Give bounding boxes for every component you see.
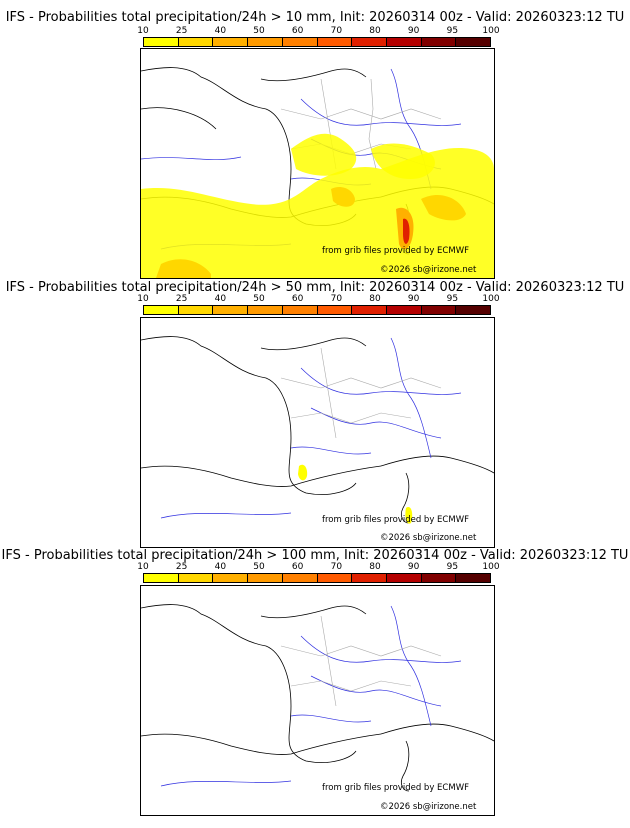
scale-label-80: 80 — [369, 562, 381, 572]
scale-label-60: 60 — [291, 26, 304, 36]
panel-3-title: IFS - Probabilities total precipitation/… — [1, 548, 629, 563]
scale-labels: 10 25 40 50 60 70 80 90 95 100 — [137, 562, 499, 572]
precipitation-probability-areas — [141, 133, 494, 278]
scale-label-70: 70 — [330, 562, 343, 572]
scale-swatch-0 — [144, 38, 179, 46]
scale-swatch-8 — [421, 38, 457, 46]
panel-2-title: IFS - Probabilities total precipitation/… — [5, 280, 625, 295]
scale-swatch-9 — [456, 306, 491, 314]
scale-swatch-3 — [248, 306, 283, 314]
scale-swatch-3 — [248, 38, 283, 46]
scale-label-50: 50 — [253, 294, 265, 304]
scale-swatch-8 — [421, 574, 457, 582]
panel-1-color-scale: 10 25 40 50 60 70 80 90 95 100 — [137, 26, 500, 47]
border-line — [141, 107, 217, 130]
scale-bar — [143, 573, 491, 583]
scale-label-25: 25 — [175, 294, 188, 304]
scale-label-10: 10 — [137, 294, 149, 304]
scale-label-40: 40 — [214, 294, 227, 304]
scale-swatch-1 — [178, 306, 214, 314]
scale-label-25: 25 — [175, 26, 188, 36]
scale-swatch-4 — [282, 306, 318, 314]
panel-3-map — [140, 585, 495, 816]
panel-2-credit-copyright: ©2026 sb@irizone.net — [380, 533, 477, 543]
scale-swatch-1 — [178, 38, 214, 46]
scale-swatch-7 — [386, 38, 422, 46]
scale-label-10: 10 — [137, 562, 149, 572]
scale-label-10: 10 — [137, 26, 149, 36]
scale-labels: 10 25 40 50 60 70 80 90 95 100 — [137, 26, 499, 36]
scale-swatch-4 — [282, 574, 318, 582]
scale-swatch-2 — [213, 574, 249, 582]
scale-swatch-8 — [421, 306, 457, 314]
scale-label-95: 95 — [446, 562, 459, 572]
scale-swatch-7 — [386, 574, 422, 582]
scale-label-40: 40 — [214, 562, 227, 572]
scale-swatch-1 — [178, 574, 214, 582]
panel-1-credit-source: from grib files provided by ECMWF — [322, 246, 469, 256]
scale-label-100: 100 — [482, 294, 500, 304]
panel-3-credit-source: from grib files provided by ECMWF — [322, 783, 469, 793]
scale-swatch-5 — [317, 574, 353, 582]
map-1-svg — [141, 67, 494, 278]
scale-swatch-2 — [213, 38, 249, 46]
scale-bar — [143, 305, 491, 315]
scale-labels: 10 25 40 50 60 70 80 90 95 100 — [137, 294, 499, 304]
scale-label-80: 80 — [369, 294, 381, 304]
panel-3-credit-copyright: ©2026 sb@irizone.net — [380, 802, 477, 812]
scale-swatch-0 — [144, 306, 179, 314]
scale-label-100: 100 — [482, 26, 500, 36]
scale-label-50: 50 — [253, 562, 265, 572]
scale-label-90: 90 — [407, 294, 420, 304]
panel-1-credit-copyright: ©2026 sb@irizone.net — [380, 265, 477, 275]
scale-label-70: 70 — [330, 26, 343, 36]
scale-swatch-6 — [352, 306, 387, 314]
scale-swatch-9 — [456, 574, 491, 582]
scale-label-60: 60 — [291, 294, 304, 304]
scale-swatch-7 — [386, 306, 422, 314]
coastline-channel — [260, 68, 367, 82]
panel-1-map — [140, 48, 495, 279]
scale-bar — [143, 37, 491, 47]
scale-swatch-9 — [456, 38, 491, 46]
scale-label-60: 60 — [291, 562, 304, 572]
scale-label-40: 40 — [214, 26, 227, 36]
panel-2-map — [140, 317, 495, 548]
scale-label-50: 50 — [253, 26, 265, 36]
scale-swatch-6 — [352, 38, 387, 46]
map-3-svg — [141, 604, 494, 792]
scale-label-90: 90 — [407, 562, 420, 572]
scale-swatch-5 — [317, 38, 353, 46]
map-2-svg — [141, 336, 494, 524]
scale-swatch-5 — [317, 306, 353, 314]
precipitation-probability-areas — [298, 464, 413, 524]
scale-label-100: 100 — [482, 562, 500, 572]
scale-label-70: 70 — [330, 294, 343, 304]
scale-swatch-0 — [144, 574, 179, 582]
panel-2-credit-source: from grib files provided by ECMWF — [322, 515, 469, 525]
scale-label-95: 95 — [446, 294, 459, 304]
scale-label-80: 80 — [369, 26, 381, 36]
panel-3-color-scale: 10 25 40 50 60 70 80 90 95 100 — [137, 562, 500, 583]
scale-swatch-2 — [213, 306, 249, 314]
scale-swatch-3 — [248, 574, 283, 582]
scale-label-95: 95 — [446, 26, 459, 36]
scale-swatch-6 — [352, 574, 387, 582]
scale-swatch-4 — [282, 38, 318, 46]
scale-label-25: 25 — [175, 562, 188, 572]
panel-1-title: IFS - Probabilities total precipitation/… — [5, 10, 625, 25]
panel-2-color-scale: 10 25 40 50 60 70 80 90 95 100 — [137, 294, 500, 315]
scale-label-90: 90 — [407, 26, 420, 36]
